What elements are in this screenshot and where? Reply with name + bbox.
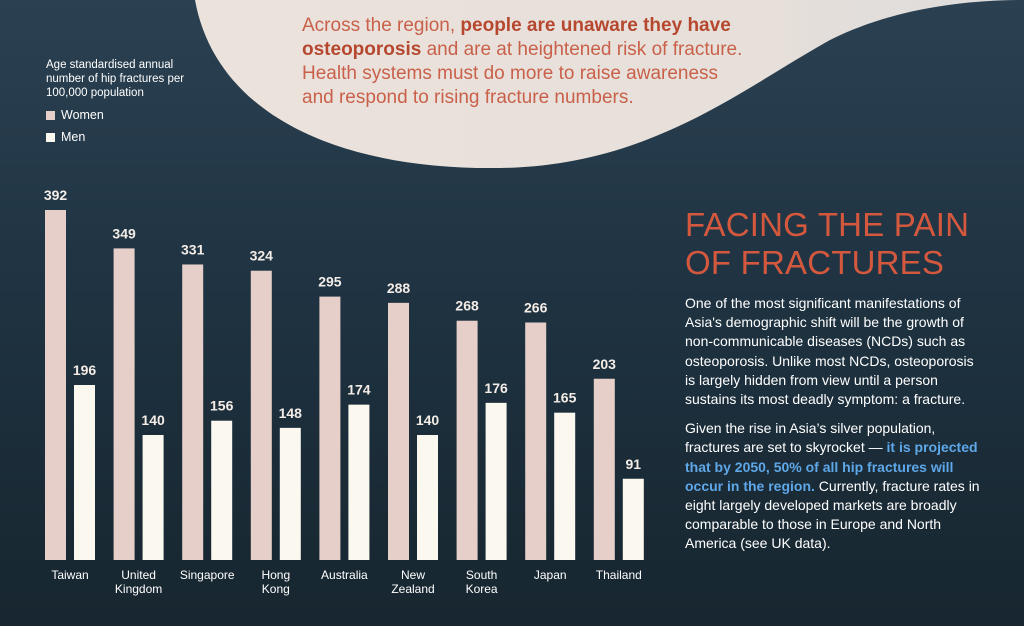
- bar-women-1: [113, 248, 135, 560]
- callout-text: Across the region, people are unaware th…: [302, 14, 752, 110]
- legend-women-label: Women: [61, 108, 104, 122]
- value-label-men-2: 156: [210, 398, 234, 414]
- bar-men-0: [74, 385, 95, 560]
- para2-highlight: it is projected that by 2050, 50% of all…: [685, 439, 978, 494]
- value-label-women-6: 268: [455, 298, 479, 314]
- para2-end: Currently, fracture rates in eight large…: [685, 477, 980, 552]
- value-label-women-8: 203: [593, 356, 617, 372]
- legend-item-men: Men: [46, 130, 196, 144]
- category-label-7: Japan: [534, 568, 567, 582]
- para2-start: Given the rise in Asia’s silver populati…: [685, 420, 936, 456]
- bar-men-2: [211, 420, 233, 560]
- value-label-women-1: 349: [112, 225, 136, 241]
- men-swatch: [46, 132, 55, 142]
- value-label-men-0: 196: [73, 362, 97, 378]
- callout-part2: and are at heightened risk of fracture. …: [302, 39, 743, 108]
- article-paragraph-1: One of the most significant manifestatio…: [685, 295, 974, 408]
- value-label-men-8: 91: [626, 456, 642, 472]
- category-label-1: United Kingdom: [115, 568, 162, 596]
- article-paragraph-2: Given the rise in Asia’s silver populati…: [685, 419, 985, 553]
- bar-men-5: [417, 435, 438, 560]
- article: FACING THE PAIN OF FRACTURES One of the …: [685, 206, 985, 564]
- value-label-women-5: 288: [387, 280, 411, 296]
- women-swatch: [46, 110, 55, 120]
- bar-women-2: [182, 264, 204, 560]
- value-label-men-4: 174: [347, 382, 371, 398]
- legend-men-label: Men: [61, 130, 86, 144]
- value-label-men-5: 140: [416, 412, 440, 428]
- bar-men-3: [279, 427, 301, 560]
- bar-chart: 392 196 Taiwan 349 140 United Kingdom 331 156 Sin…: [43, 187, 644, 596]
- callout-bold: people are unaware they have osteoporosi…: [302, 15, 731, 60]
- heading-line-1: FACING THE PAIN: [685, 206, 970, 243]
- bar-men-4: [348, 404, 370, 560]
- y-axis-label: Age standardised annual number of hip fr…: [46, 59, 185, 99]
- category-label-4: Australia: [321, 568, 368, 582]
- legend-item-women: Women: [46, 108, 196, 122]
- bar-women-8: [593, 378, 615, 560]
- heading-line-2: OF FRACTURES: [685, 244, 945, 281]
- callout-part1: Across the region,: [302, 15, 461, 36]
- value-label-women-3: 324: [250, 248, 274, 264]
- bar-women-7: [525, 322, 547, 560]
- value-label-men-7: 165: [553, 390, 577, 406]
- value-label-men-3: 148: [279, 405, 303, 421]
- article-heading: FACING THE PAIN OF FRACTURES: [685, 206, 985, 282]
- bar-women-0: [45, 210, 66, 560]
- category-label-6: South Korea: [466, 568, 498, 596]
- bar-men-7: [554, 412, 576, 560]
- bar-men-1: [142, 435, 164, 560]
- value-label-women-0: 392: [44, 187, 68, 203]
- chart-legend: Age standardised annual number of hip fr…: [46, 58, 196, 144]
- category-label-8: Thailand: [596, 568, 642, 582]
- category-label-3: Hong Kong: [261, 568, 290, 596]
- bar-men-8: [622, 478, 644, 560]
- value-label-women-2: 331: [181, 241, 205, 257]
- category-label-5: New Zealand: [391, 568, 434, 596]
- value-label-men-1: 140: [141, 412, 165, 428]
- value-label-women-7: 266: [524, 300, 548, 316]
- bar-women-6: [456, 320, 478, 560]
- category-label-0: Taiwan: [51, 568, 88, 582]
- bar-men-6: [485, 402, 507, 560]
- bar-women-5: [388, 302, 409, 560]
- value-label-men-6: 176: [484, 380, 508, 396]
- bar-women-4: [319, 296, 341, 560]
- value-label-women-4: 295: [318, 274, 342, 290]
- bar-women-3: [250, 270, 272, 560]
- category-label-2: Singapore: [180, 568, 235, 582]
